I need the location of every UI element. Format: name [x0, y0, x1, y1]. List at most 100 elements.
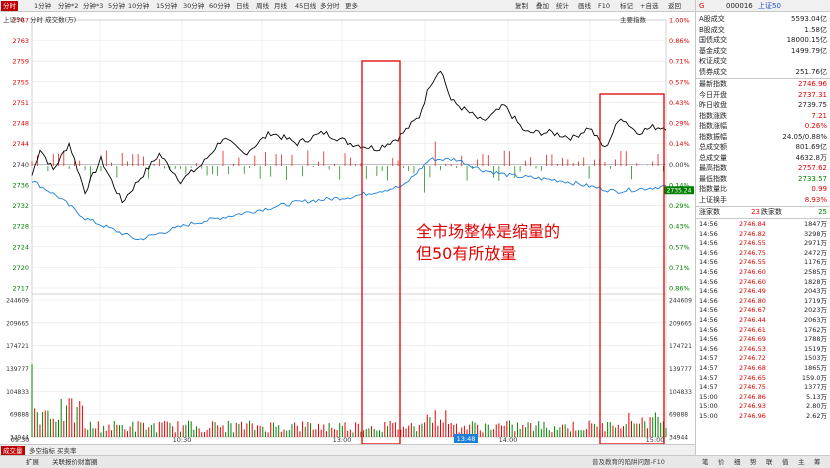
annotation-line-2: 但50有所放量: [416, 244, 517, 263]
trade-volume: 2585万: [803, 268, 827, 276]
chart-mode: 分时 成交数(万): [30, 16, 77, 24]
period-tab[interactable]: 分钟*2: [58, 2, 79, 10]
main-index-link[interactable]: 主要指数: [620, 16, 646, 24]
pct-tick-label: 0.43%: [669, 223, 690, 231]
chart-axes: 2767 1.00% 2763 0.86% 2759 0.71% 2755 0.57% 2751…: [6, 17, 694, 444]
trade-time: 14:56: [699, 220, 718, 228]
quote-label: 总成交量: [699, 153, 727, 162]
toolbar-right-tab[interactable]: 返回: [668, 2, 681, 10]
pct-tick-label: 0.00%: [669, 161, 690, 169]
volume-tick-label: 244609: [6, 298, 29, 305]
period-tab[interactable]: 45日线: [295, 2, 317, 10]
trade-row: 14:56 2746.69 1788万: [699, 335, 827, 345]
quote-value: 2737.31: [798, 90, 827, 99]
panel-mini-tab[interactable]: 细: [734, 458, 741, 466]
stat-label: B股成交: [699, 25, 725, 34]
toolbar-right-tab[interactable]: 画线: [578, 2, 591, 10]
toolbar-right-tab[interactable]: 复制: [515, 2, 528, 10]
period-tab[interactable]: 月线: [274, 2, 287, 10]
pct-tick-label: 0.29%: [669, 202, 690, 210]
bottom-tab[interactable]: 关联报价: [52, 458, 78, 466]
volume-tick-label-right: 174721: [669, 343, 692, 350]
panel-marker: G: [699, 2, 705, 10]
toolbar-right-tab[interactable]: F10: [598, 2, 611, 10]
period-tab[interactable]: 周线: [256, 2, 269, 10]
quote-value: 8.93%: [804, 195, 827, 204]
trade-time: 14:57: [699, 364, 718, 372]
indicator-tab[interactable]: 成交量: [1, 446, 25, 456]
up-count-label: 涨家数: [699, 208, 720, 216]
trade-time: 14:56: [699, 316, 718, 324]
stat-row: A股成交 5593.04亿: [699, 14, 827, 24]
volume-tick-label-right: 139777: [669, 366, 692, 373]
price-tick-label: 2755: [12, 78, 29, 86]
trade-price: 2746.49: [739, 287, 766, 296]
intraday-chart[interactable]: 2767 1.00% 2763 0.86% 2759 0.71% 2755 0.57% 2751…: [0, 0, 695, 444]
bottom-tab[interactable]: 财富圈: [78, 458, 98, 466]
cursor-time-label: 13:48: [457, 435, 476, 443]
trade-time: 14:56: [699, 325, 718, 334]
panel-separator: [696, 78, 830, 79]
period-tab[interactable]: 多分时: [320, 2, 340, 10]
trade-row: 14:57 2746.72 1503万: [699, 354, 827, 364]
period-tab[interactable]: 30分钟: [183, 2, 205, 10]
trade-price: 2746.55: [739, 239, 766, 248]
toolbar-right-tab[interactable]: 标记: [620, 2, 633, 10]
price-tick-label: 2732: [12, 202, 29, 210]
panel-mini-tab[interactable]: 值: [782, 458, 789, 466]
quote-value: 2746.96: [798, 80, 827, 88]
pct-tick-label: 0.57%: [669, 243, 690, 251]
toolbar-right-tab[interactable]: 叠加: [536, 2, 549, 10]
panel-mini-tab[interactable]: 联: [766, 458, 773, 466]
volume-tick-label: 139777: [6, 366, 29, 373]
period-tab[interactable]: 15分钟: [156, 2, 178, 10]
period-tab[interactable]: 分钟*3: [83, 2, 104, 10]
chart-frame: [31, 19, 667, 438]
trade-row: 14:57 2746.65 159.0万: [699, 374, 827, 384]
quote-row: 最低指数 2733.57: [699, 174, 827, 184]
cursor-price-box: [664, 186, 694, 195]
bottom-tab[interactable]: 扩展: [26, 458, 39, 466]
price-tick-label: 2763: [12, 37, 29, 45]
trade-price: 2746.61: [739, 325, 766, 334]
panel-mini-tab[interactable]: 主: [798, 458, 805, 466]
period-tab[interactable]: 10分钟: [128, 2, 150, 10]
time-tick-label: 15:00: [646, 436, 665, 444]
price-tick-label: 2759: [12, 58, 29, 66]
panel-mini-tab[interactable]: 筹: [814, 458, 821, 466]
stat-value: 5593.04亿: [791, 15, 827, 23]
trade-volume: 2.62万: [806, 412, 827, 420]
period-tab[interactable]: 日线: [236, 2, 249, 10]
trade-row: 14:56 2746.55 1176万: [699, 258, 827, 268]
toolbar-right-tab[interactable]: 统计: [556, 2, 569, 10]
trade-volume: 159.0万: [801, 373, 827, 382]
highlight-box-close: [599, 93, 665, 444]
chart-annotation: 全市场整体是缩量的 但50有所放量: [416, 221, 560, 265]
index-name[interactable]: 上证50: [758, 2, 781, 10]
trade-volume: 1865万: [803, 364, 827, 372]
trade-row: 14:56 2746.60 1828万: [699, 278, 827, 288]
toolbar-right-tab[interactable]: +自选: [640, 2, 659, 10]
trade-time: 15:00: [699, 392, 718, 401]
quote-row: 昨日收盘 2739.75: [699, 100, 827, 110]
indicator-tab[interactable]: 买卖率: [57, 447, 77, 455]
period-tab[interactable]: 更多: [345, 2, 358, 10]
period-tab[interactable]: 60分钟: [209, 2, 231, 10]
period-tab[interactable]: 5分钟: [108, 2, 126, 10]
panel-mini-tab[interactable]: 价: [718, 458, 725, 466]
chart-grid: [31, 19, 667, 438]
panel-separator: [696, 218, 830, 219]
quote-row: 总成交量 4632.8万: [699, 153, 827, 163]
trade-time: 14:56: [699, 306, 718, 315]
trade-price: 2746.82: [739, 229, 766, 238]
panel-mini-tab[interactable]: 笔: [702, 458, 709, 466]
quote-label: 昨日收盘: [699, 101, 727, 109]
quote-label: 最高指数: [699, 164, 727, 172]
price-tick-label: 2748: [12, 120, 29, 128]
quote-value: 0.99: [811, 185, 827, 193]
panel-mini-tab[interactable]: 势: [750, 458, 757, 466]
indicator-tab[interactable]: 多空指标: [29, 447, 55, 455]
period-tab[interactable]: 1分钟: [34, 2, 52, 10]
pct-tick-label: 0.86%: [669, 37, 690, 45]
period-tab[interactable]: 分时: [1, 1, 18, 11]
